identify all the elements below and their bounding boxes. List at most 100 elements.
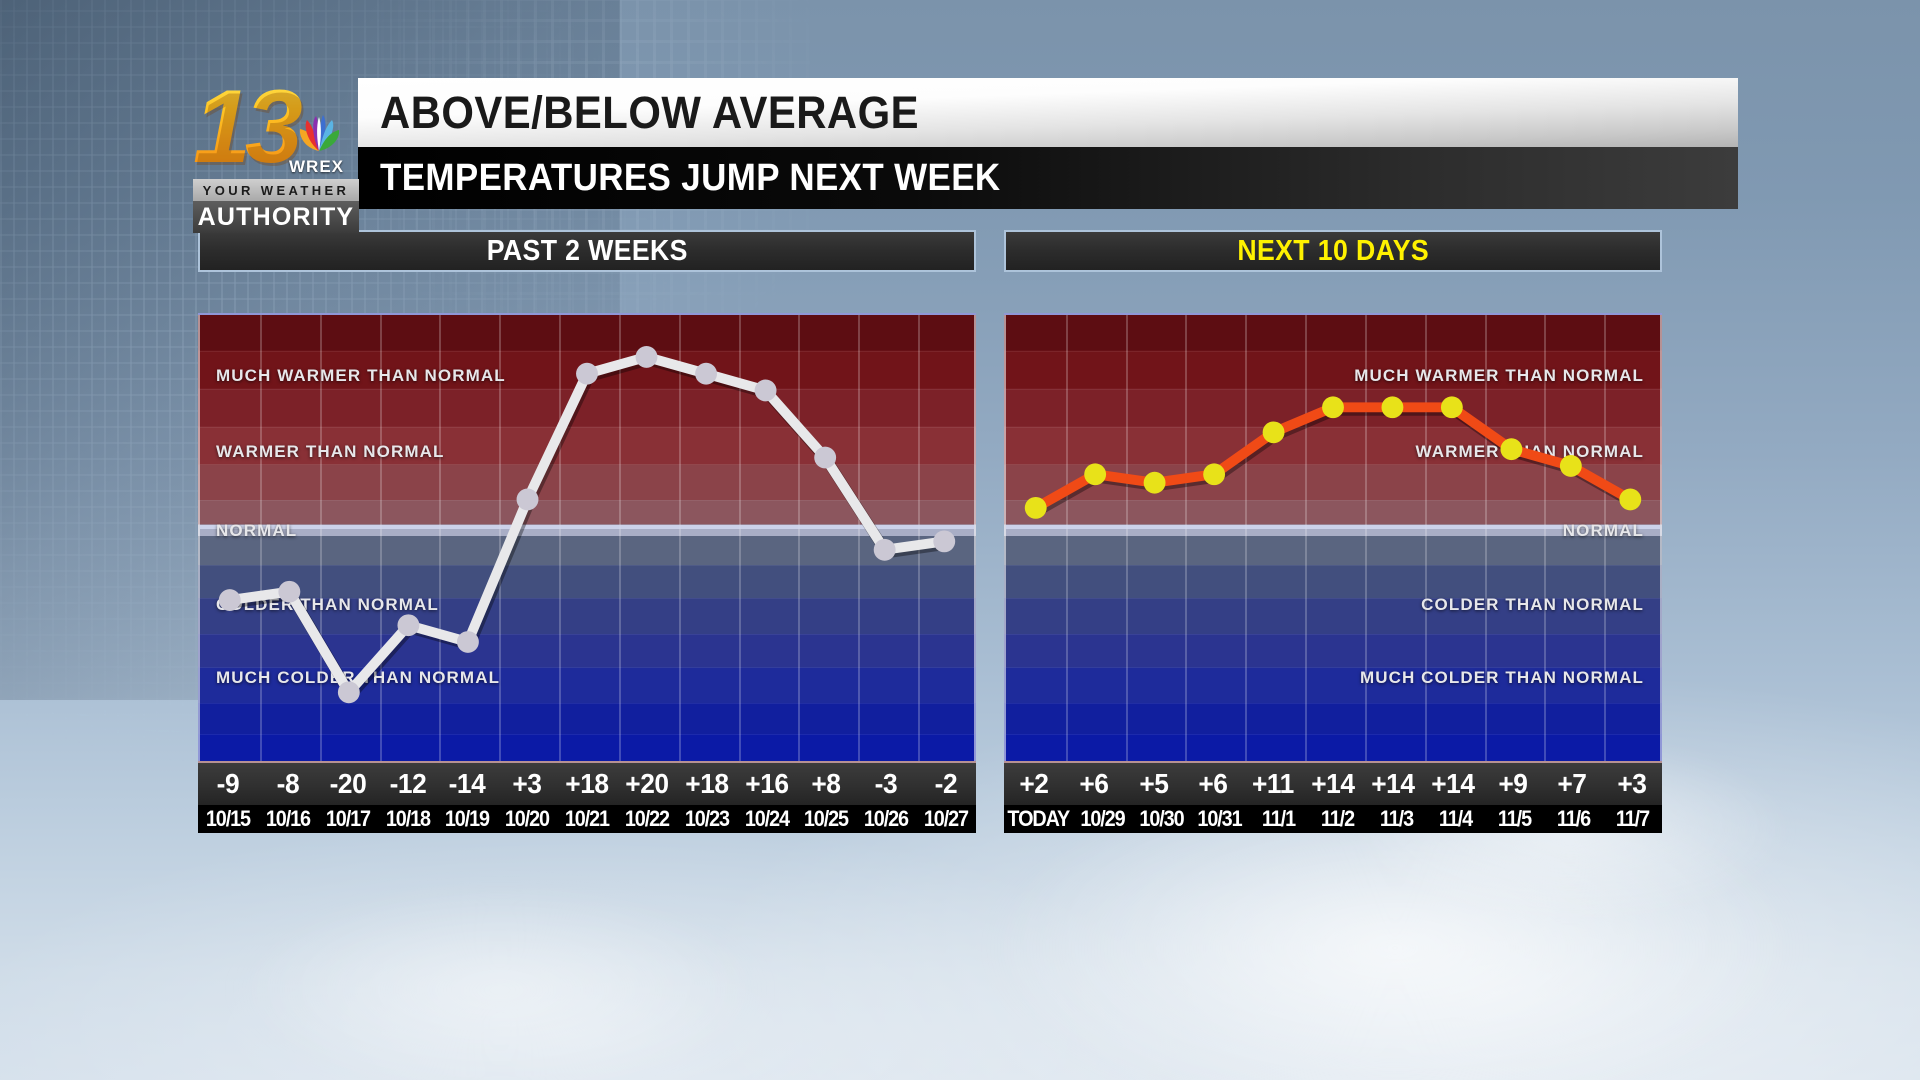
- tab-past-2-weeks-label: PAST 2 WEEKS: [486, 234, 688, 267]
- data-point: [456, 631, 479, 653]
- axis-date-cell: 10/29: [1079, 806, 1125, 831]
- axis-value-cell: +3: [1617, 768, 1647, 799]
- axis-date-cell: 10/31: [1197, 806, 1243, 831]
- tab-past-2-weeks[interactable]: PAST 2 WEEKS: [198, 230, 976, 272]
- data-point: [576, 362, 598, 385]
- data-point: [1143, 471, 1166, 494]
- axis-value-cell: -9: [216, 768, 240, 799]
- band-label-colder-past: COLDER THAN NORMAL: [216, 595, 439, 614]
- normal-baseline-past: [200, 524, 974, 529]
- data-point: [397, 614, 420, 637]
- band-label-colder-next: COLDER THAN NORMAL: [1421, 595, 1644, 614]
- page-title-bar: ABOVE/BELOW AVERAGE: [358, 78, 1738, 147]
- data-point: [1559, 455, 1582, 477]
- chart-past-2-weeks: MUCH WARMER THAN NORMAL WARMER THAN NORM…: [198, 313, 976, 833]
- axis-date-cell: 10/20: [505, 806, 550, 831]
- axis-values-next: +2 +6 +5 +6 +11 +14 +14 +14 +9 +7 +3: [1004, 763, 1662, 805]
- band-label-normal-next: NORMAL: [1562, 521, 1644, 540]
- axis-date-cell: 11/7: [1615, 806, 1650, 831]
- axis-date-cell: 10/25: [804, 806, 849, 831]
- data-point: [1024, 496, 1047, 519]
- data-point: [873, 538, 896, 561]
- axis-date-cell: 10/24: [744, 806, 789, 831]
- page-title: ABOVE/BELOW AVERAGE: [380, 86, 919, 138]
- data-point: [933, 530, 956, 553]
- axis-value-cell: -14: [448, 768, 486, 799]
- axis-value-cell: +16: [744, 768, 789, 799]
- axis-date-cell: 10/27: [923, 806, 969, 831]
- data-point: [754, 379, 777, 402]
- nbc-peacock-icon: [299, 115, 340, 151]
- axis-date-cell: 10/30: [1138, 806, 1184, 831]
- axis-value-cell: +9: [1497, 768, 1528, 799]
- data-point: [1262, 421, 1285, 444]
- axis-date-cell: 10/22: [624, 806, 670, 831]
- axis-date-cell: 11/6: [1556, 806, 1591, 831]
- plot-area-past: MUCH WARMER THAN NORMAL WARMER THAN NORM…: [198, 313, 976, 763]
- axis-value-cell: -12: [389, 768, 426, 799]
- axis-date-cell: 11/4: [1439, 806, 1473, 831]
- band-label-much-warmer-next: MUCH WARMER THAN NORMAL: [1354, 366, 1644, 385]
- logo-tagline-top: YOUR WEATHER: [193, 179, 359, 201]
- background-cloud-left: [120, 840, 880, 1080]
- band-label-much-colder-next: MUCH COLDER THAN NORMAL: [1359, 668, 1644, 687]
- axis-date-cell: 10/21: [564, 806, 610, 831]
- temperature-departure-line-past: [218, 346, 956, 704]
- station-logo: 13 WREX YOUR WEATHER AUTHORITY: [193, 75, 359, 233]
- axis-value-cell: +7: [1557, 768, 1588, 799]
- call-sign: WREX: [289, 157, 344, 176]
- band-label-normal-past: NORMAL: [216, 521, 298, 540]
- axis-date-cell: 10/23: [684, 806, 730, 831]
- logo-tagline-bottom: AUTHORITY: [193, 201, 359, 233]
- axis-dates-past: 10/15 10/16 10/17 10/18 10/19 10/20 10/21 10/22…: [198, 805, 976, 833]
- tab-next-10-days[interactable]: NEXT 10 DAYS: [1004, 230, 1662, 272]
- data-point: [337, 681, 360, 704]
- axis-date-cell: 10/17: [325, 806, 371, 831]
- axis-value-cell: +18: [565, 768, 609, 799]
- axis-date-cell: TODAY: [1007, 806, 1070, 831]
- axis-value-cell: +3: [512, 768, 543, 799]
- tab-next-10-days-label: NEXT 10 DAYS: [1237, 234, 1429, 267]
- axis-values-past: -9 -8 -20 -12 -14 +3 +18 +20 +18 +16 +8 -3 -2: [198, 763, 976, 805]
- axis-value-cell: -20: [329, 768, 366, 799]
- axis-value-cell: +14: [1430, 768, 1475, 799]
- data-point: [218, 589, 241, 611]
- axis-value-cell: +6: [1198, 768, 1229, 799]
- data-point: [1500, 438, 1523, 461]
- data-point: [1084, 463, 1107, 486]
- axis-value-cell: +14: [1371, 768, 1415, 799]
- axis-value-cell: +20: [625, 768, 669, 799]
- axis-value-cell: +14: [1311, 768, 1355, 799]
- data-point: [1619, 488, 1642, 511]
- chart-next-10-days: MUCH WARMER THAN NORMAL WARMER THAN NORM…: [1004, 313, 1662, 833]
- band-label-much-warmer-past: MUCH WARMER THAN NORMAL: [216, 366, 506, 385]
- axis-value-cell: +11: [1252, 768, 1295, 799]
- data-point: [814, 446, 837, 469]
- plot-area-next: MUCH WARMER THAN NORMAL WARMER THAN NORM…: [1004, 313, 1662, 763]
- axis-date-cell: 10/16: [265, 806, 311, 831]
- data-point: [1322, 396, 1344, 419]
- axis-date-cell: 10/19: [445, 806, 490, 831]
- axis-value-cell: -8: [276, 768, 300, 799]
- axis-date-cell: 11/5: [1498, 806, 1532, 831]
- data-point: [278, 580, 301, 603]
- axis-date-cell: 10/18: [385, 806, 430, 831]
- data-point: [635, 346, 658, 368]
- axis-value-cell: +6: [1079, 768, 1109, 799]
- temperature-departure-line-next: [1024, 396, 1642, 519]
- data-point: [1440, 396, 1463, 419]
- axis-date-cell: 10/26: [864, 806, 909, 831]
- page-subtitle-bar: TEMPERATURES JUMP NEXT WEEK: [358, 147, 1738, 209]
- data-point: [1381, 396, 1404, 419]
- axis-dates-next: TODAY 10/29 10/30 10/31 11/1 11/2 11/3 11/4 11/5…: [1004, 805, 1662, 833]
- axis-value-cell: +18: [685, 768, 729, 799]
- axis-date-cell: 10/15: [205, 806, 251, 831]
- axis-value-cell: -3: [874, 768, 898, 799]
- axis-date-cell: 11/2: [1321, 806, 1355, 831]
- axis-date-cell: 11/1: [1262, 806, 1296, 831]
- axis-value-cell: +8: [811, 768, 842, 799]
- axis-value-cell: +2: [1019, 768, 1049, 799]
- channel-number: 13: [193, 75, 333, 179]
- data-point: [695, 362, 718, 385]
- data-point: [516, 488, 539, 511]
